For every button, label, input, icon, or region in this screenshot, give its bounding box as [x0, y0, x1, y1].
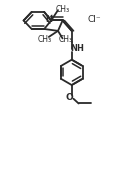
- Text: O: O: [65, 93, 73, 102]
- Text: CH₃: CH₃: [37, 35, 51, 44]
- Text: CH₃: CH₃: [58, 35, 72, 44]
- Text: NH: NH: [69, 44, 83, 53]
- Text: +: +: [48, 14, 54, 20]
- Text: N: N: [44, 15, 51, 24]
- Text: Cl⁻: Cl⁻: [87, 15, 101, 24]
- Text: CH₃: CH₃: [55, 5, 69, 14]
